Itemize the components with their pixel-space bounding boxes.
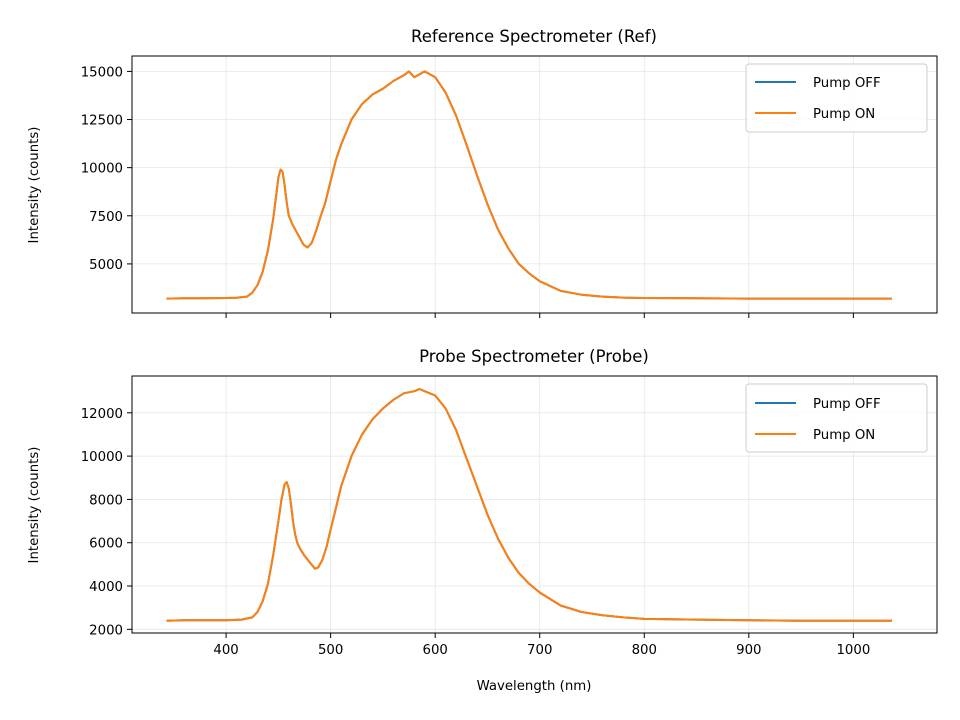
reference-legend-label-pump-off: Pump OFF bbox=[813, 76, 881, 91]
reference-ytick-label: 15000 bbox=[81, 65, 123, 80]
probe-xtick-label: 1000 bbox=[836, 643, 870, 658]
reference-axes-frame bbox=[131, 55, 938, 314]
probe-yticks: 2000 4000 6000 8000 10000 12000 bbox=[81, 407, 132, 638]
probe-ylabel: Intensity (counts) bbox=[27, 447, 42, 564]
reference-series-pump-on bbox=[166, 70, 892, 300]
reference-yticks: 5000 7500 10000 12500 15000 bbox=[81, 65, 132, 273]
probe-xtick-label: 600 bbox=[422, 643, 447, 658]
probe-axes-frame bbox=[131, 375, 938, 634]
reference-ytick-label: 12500 bbox=[81, 114, 123, 129]
probe-title: Probe Spectrometer (Probe) bbox=[419, 347, 649, 366]
probe-xtick-label: 900 bbox=[736, 643, 761, 658]
reference-ytick-label: 5000 bbox=[89, 258, 123, 273]
probe-xlabel: Wavelength (nm) bbox=[477, 679, 592, 694]
probe-xtick-label: 800 bbox=[632, 643, 657, 658]
probe-ytick-label: 10000 bbox=[81, 450, 123, 465]
probe-xtick-label: 400 bbox=[213, 643, 238, 658]
probe-ytick-label: 2000 bbox=[89, 623, 123, 638]
probe-ytick-label: 8000 bbox=[89, 493, 123, 508]
reference-legend: Pump OFF Pump ON bbox=[745, 63, 928, 133]
reference-ytick-label: 10000 bbox=[81, 162, 123, 177]
probe-ytick-label: 12000 bbox=[81, 407, 123, 422]
probe-xtick-label: 700 bbox=[527, 643, 552, 658]
probe-legend-label-pump-on: Pump ON bbox=[813, 428, 875, 443]
reference-ytick-label: 7500 bbox=[89, 210, 123, 225]
reference-panel: Reference Spectrometer (Ref) Intensity (… bbox=[27, 27, 938, 318]
probe-legend: Pump OFF Pump ON bbox=[745, 383, 928, 453]
reference-title: Reference Spectrometer (Ref) bbox=[411, 27, 657, 46]
probe-panel: Probe Spectrometer (Probe) Intensity (co… bbox=[27, 347, 938, 694]
probe-ytick-label: 4000 bbox=[89, 580, 123, 595]
reference-lines bbox=[166, 70, 892, 300]
reference-xticks bbox=[225, 313, 854, 318]
probe-series-pump-on bbox=[166, 388, 892, 622]
probe-lines bbox=[166, 388, 892, 622]
reference-ylabel: Intensity (counts) bbox=[27, 127, 42, 244]
probe-legend-label-pump-off: Pump OFF bbox=[813, 397, 881, 412]
probe-xtick-label: 500 bbox=[318, 643, 343, 658]
probe-ytick-label: 6000 bbox=[89, 537, 123, 552]
probe-xticks: 400 500 600 700 800 900 1000 bbox=[213, 633, 870, 658]
reference-legend-label-pump-on: Pump ON bbox=[813, 107, 875, 122]
